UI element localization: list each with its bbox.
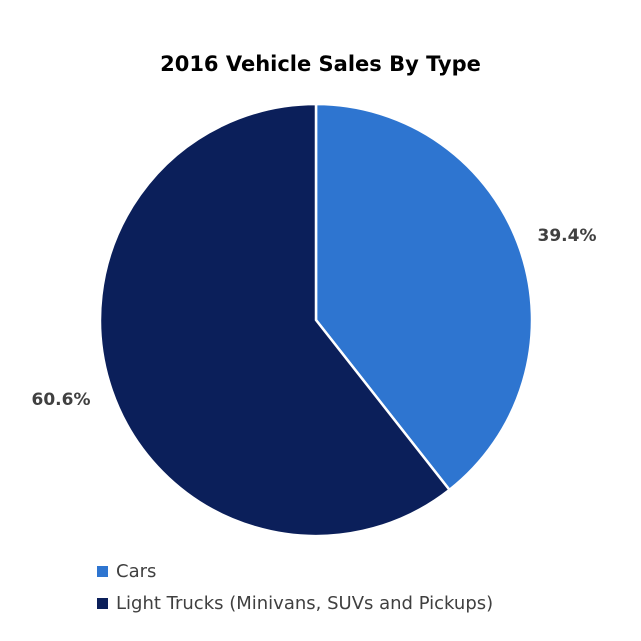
data-label-1: 60.6%: [32, 390, 91, 410]
pie-slice-1: [98, 102, 452, 538]
chart-title: 2016 Vehicle Sales By Type: [160, 52, 481, 76]
legend-item-cars: Cars: [97, 561, 156, 582]
legend-item-light-trucks: Light Trucks (Minivans, SUVs and Pickups…: [97, 593, 493, 614]
legend-swatch-cars: [97, 566, 108, 577]
legend-label: Cars: [116, 561, 157, 582]
data-label-0: 39.4%: [538, 226, 597, 246]
legend-swatch-light-trucks: [97, 598, 108, 609]
pie-slice-0: [314, 102, 534, 492]
legend-label: Light Trucks (Minivans, SUVs and Pickups…: [116, 593, 494, 614]
